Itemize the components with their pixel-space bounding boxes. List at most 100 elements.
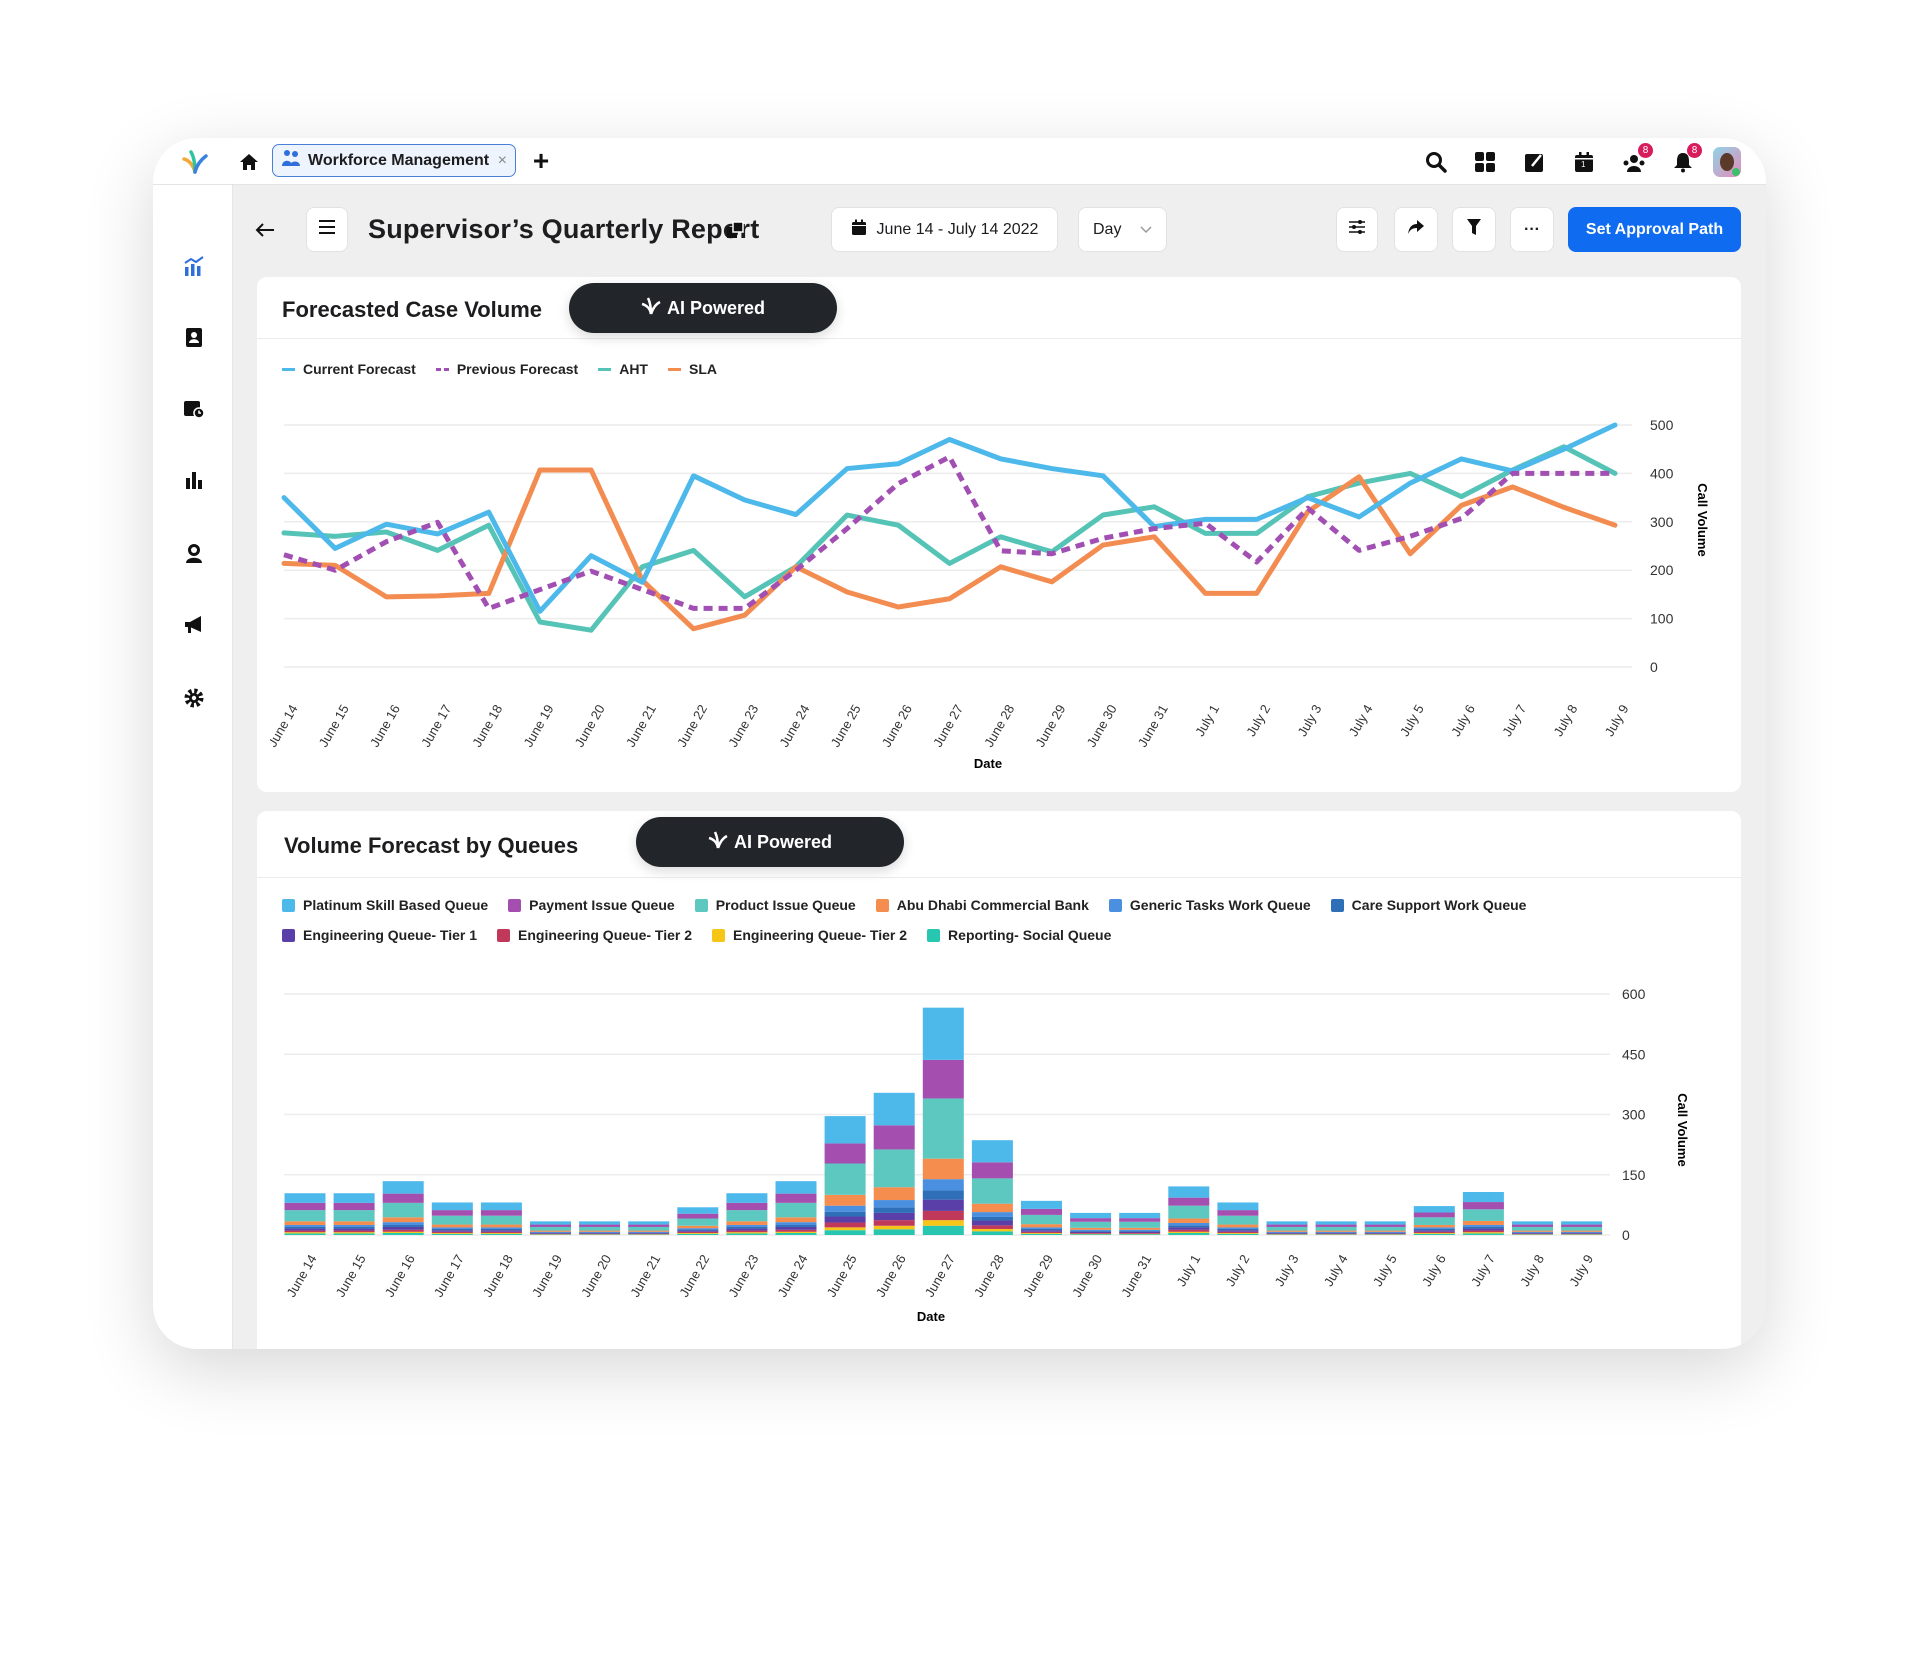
bar-segment[interactable] bbox=[775, 1193, 817, 1203]
bar-segment[interactable] bbox=[1462, 1192, 1504, 1203]
bar-segment[interactable] bbox=[1168, 1186, 1210, 1198]
bar-segment[interactable] bbox=[1119, 1218, 1161, 1222]
bar-stack[interactable] bbox=[873, 1092, 915, 1235]
bar-segment[interactable] bbox=[775, 1222, 817, 1225]
bar-segment[interactable] bbox=[382, 1226, 424, 1230]
sidebar-item-campaigns[interactable] bbox=[181, 612, 207, 638]
legend-item[interactable]: Care Support Work Queue bbox=[1330, 897, 1526, 913]
bar-segment[interactable] bbox=[1315, 1221, 1357, 1225]
bar-segment[interactable] bbox=[873, 1125, 915, 1150]
bar-segment[interactable] bbox=[1266, 1226, 1308, 1231]
bar-segment[interactable] bbox=[775, 1224, 817, 1227]
share-button[interactable] bbox=[1394, 207, 1438, 252]
legend-item[interactable]: Generic Tasks Work Queue bbox=[1108, 897, 1311, 913]
bar-segment[interactable] bbox=[677, 1229, 719, 1231]
bar-segment[interactable] bbox=[333, 1224, 375, 1227]
bar-segment[interactable] bbox=[382, 1224, 424, 1227]
legend-item[interactable]: Platinum Skill Based Queue bbox=[282, 897, 488, 913]
bar-segment[interactable] bbox=[628, 1231, 670, 1233]
bar-segment[interactable] bbox=[775, 1217, 817, 1223]
sidebar-item-contacts[interactable] bbox=[181, 324, 207, 350]
bar-segment[interactable] bbox=[922, 1179, 964, 1191]
bar-segment[interactable] bbox=[1364, 1230, 1406, 1232]
bar-segment[interactable] bbox=[726, 1224, 768, 1227]
bar-segment[interactable] bbox=[1119, 1231, 1161, 1233]
bar-segment[interactable] bbox=[726, 1202, 768, 1211]
bar-segment[interactable] bbox=[480, 1232, 522, 1234]
bar-segment[interactable] bbox=[1070, 1234, 1112, 1235]
bar-segment[interactable] bbox=[677, 1233, 719, 1235]
bar-segment[interactable] bbox=[677, 1225, 719, 1229]
bar-segment[interactable] bbox=[1168, 1232, 1210, 1235]
bar-segment[interactable] bbox=[382, 1217, 424, 1223]
bar-segment[interactable] bbox=[824, 1163, 866, 1195]
bar-segment[interactable] bbox=[480, 1210, 522, 1216]
bar-segment[interactable] bbox=[873, 1200, 915, 1208]
bar-segment[interactable] bbox=[775, 1229, 817, 1232]
bar-segment[interactable] bbox=[1217, 1227, 1259, 1229]
bar-segment[interactable] bbox=[579, 1226, 621, 1231]
bar-stack[interactable] bbox=[677, 1207, 719, 1235]
bar-segment[interactable] bbox=[382, 1232, 424, 1235]
bar-segment[interactable] bbox=[971, 1162, 1013, 1179]
bar-segment[interactable] bbox=[726, 1230, 768, 1233]
bar-segment[interactable] bbox=[1168, 1218, 1210, 1223]
bar-segment[interactable] bbox=[480, 1202, 522, 1211]
bar-segment[interactable] bbox=[333, 1230, 375, 1233]
bar-segment[interactable] bbox=[579, 1221, 621, 1225]
bar-segment[interactable] bbox=[677, 1228, 719, 1230]
bar-segment[interactable] bbox=[1364, 1231, 1406, 1233]
bar-segment[interactable] bbox=[1413, 1233, 1455, 1235]
bar-segment[interactable] bbox=[1021, 1228, 1062, 1231]
legend-item[interactable]: Product Issue Queue bbox=[694, 897, 856, 913]
bar-stack[interactable] bbox=[1364, 1221, 1406, 1235]
bar-segment[interactable] bbox=[971, 1216, 1013, 1221]
bar-stack[interactable] bbox=[480, 1202, 522, 1235]
bar-stack[interactable] bbox=[1119, 1212, 1161, 1235]
bar-segment[interactable] bbox=[1413, 1232, 1455, 1234]
bar-segment[interactable] bbox=[1364, 1224, 1406, 1227]
bar-segment[interactable] bbox=[431, 1231, 473, 1233]
bar-segment[interactable] bbox=[1462, 1228, 1504, 1231]
bar-stack[interactable] bbox=[530, 1221, 571, 1235]
bar-segment[interactable] bbox=[628, 1232, 670, 1234]
open-external-icon[interactable] bbox=[723, 218, 747, 242]
bar-stack[interactable] bbox=[1315, 1221, 1357, 1235]
bar-segment[interactable] bbox=[1266, 1232, 1308, 1234]
bar-segment[interactable] bbox=[1413, 1206, 1455, 1213]
bar-segment[interactable] bbox=[382, 1222, 424, 1225]
bar-segment[interactable] bbox=[922, 1225, 964, 1235]
bar-segment[interactable] bbox=[971, 1228, 1013, 1232]
bar-segment[interactable] bbox=[1266, 1221, 1308, 1225]
legend-item[interactable]: Reporting- Social Queue bbox=[927, 927, 1111, 943]
bar-segment[interactable] bbox=[1217, 1233, 1259, 1235]
close-tab-icon[interactable]: × bbox=[497, 151, 507, 169]
bar-segment[interactable] bbox=[922, 1059, 964, 1099]
bar-segment[interactable] bbox=[1070, 1221, 1112, 1228]
bar-segment[interactable] bbox=[382, 1202, 424, 1218]
bar-stack[interactable] bbox=[431, 1202, 473, 1235]
granularity-select[interactable]: Day bbox=[1078, 207, 1167, 252]
bar-segment[interactable] bbox=[873, 1149, 915, 1188]
bar-segment[interactable] bbox=[431, 1215, 473, 1225]
legend-item[interactable]: Payment Issue Queue bbox=[508, 897, 675, 913]
bar-segment[interactable] bbox=[628, 1224, 670, 1227]
bar-stack[interactable] bbox=[775, 1181, 817, 1235]
bar-segment[interactable] bbox=[530, 1232, 571, 1234]
adjust-button[interactable] bbox=[1336, 207, 1378, 252]
bar-segment[interactable] bbox=[284, 1224, 326, 1227]
legend-item[interactable]: SLA bbox=[667, 361, 717, 377]
bar-segment[interactable] bbox=[1413, 1212, 1455, 1218]
bar-segment[interactable] bbox=[1021, 1214, 1062, 1225]
bar-segment[interactable] bbox=[1462, 1226, 1504, 1229]
bar-segment[interactable] bbox=[1462, 1230, 1504, 1233]
bar-segment[interactable] bbox=[922, 1158, 964, 1180]
bar-segment[interactable] bbox=[824, 1205, 866, 1212]
bar-segment[interactable] bbox=[284, 1232, 326, 1234]
bar-segment[interactable] bbox=[971, 1220, 1013, 1226]
bar-segment[interactable] bbox=[1021, 1227, 1062, 1229]
bar-segment[interactable] bbox=[333, 1233, 375, 1235]
bar-segment[interactable] bbox=[1119, 1234, 1161, 1235]
bar-segment[interactable] bbox=[922, 1190, 964, 1200]
bar-segment[interactable] bbox=[1364, 1232, 1406, 1234]
